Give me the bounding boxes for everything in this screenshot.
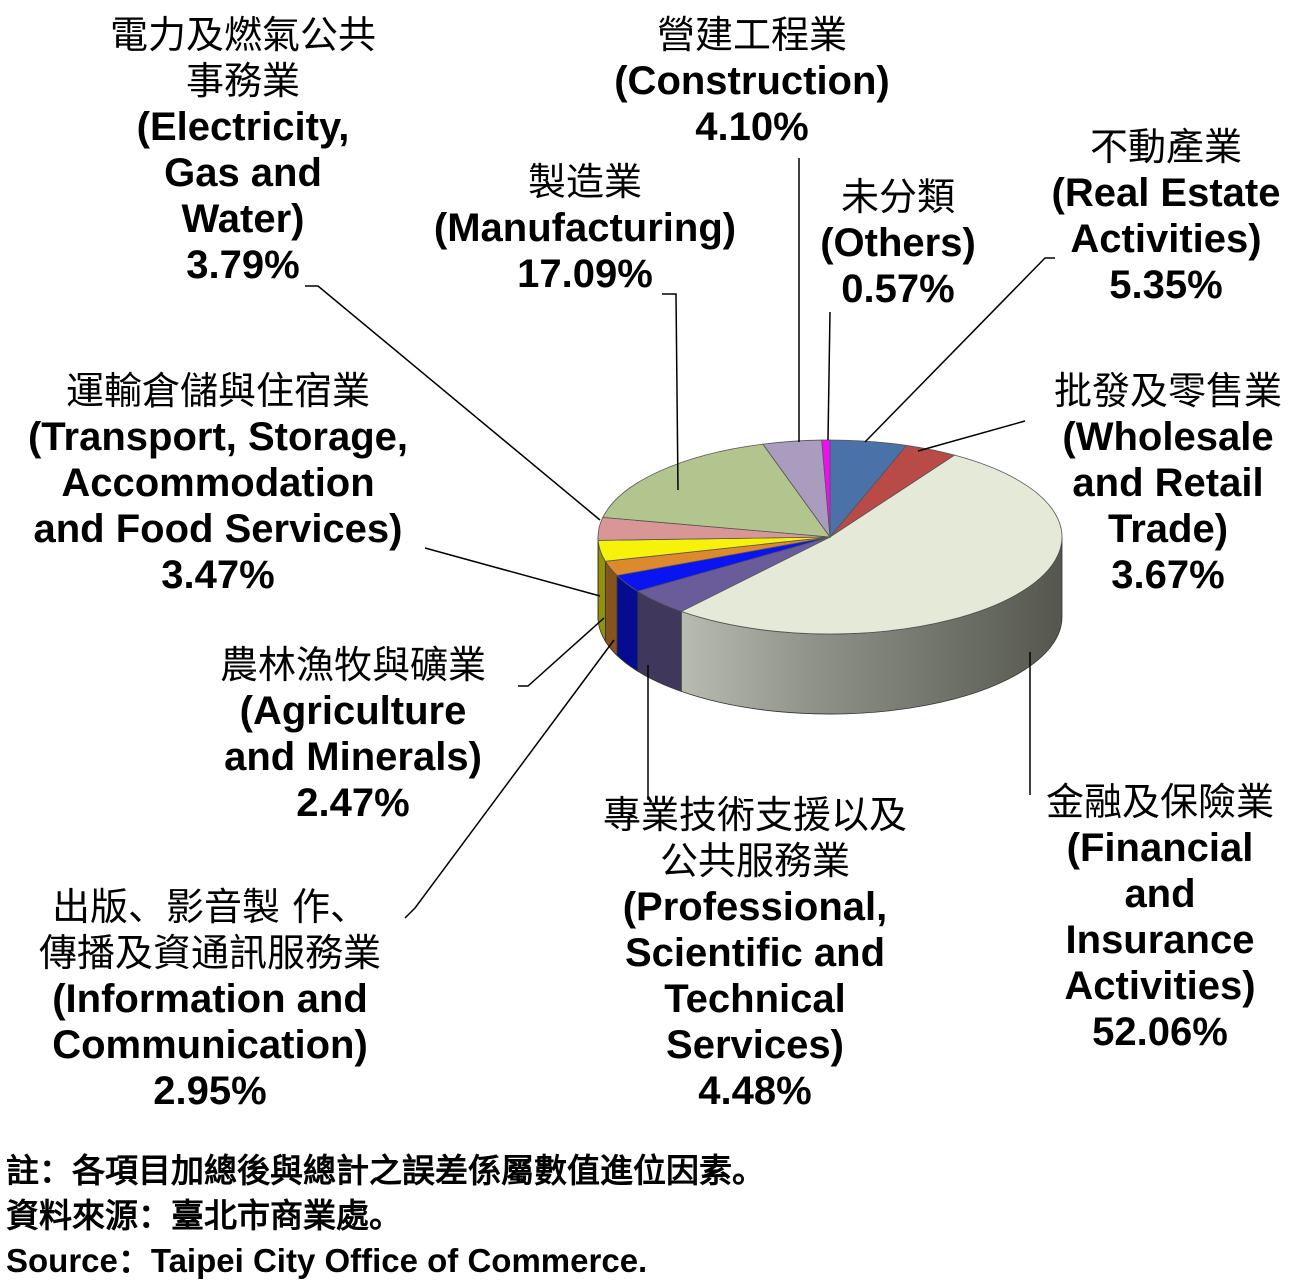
label-zh-real-estate: 不動產業: [1090, 125, 1242, 169]
label-en-real-estate: (Real Estate: [1052, 171, 1281, 215]
value-label-manufacturing: 17.09%: [517, 252, 653, 296]
label-en-agriculture: and Minerals): [224, 735, 482, 779]
label-en-manufacturing: (Manufacturing): [434, 206, 736, 250]
pie-side-information: [616, 574, 639, 672]
note-text: 註：各項目加總後與總計之誤差係屬數值進位因素。: [6, 1152, 765, 1189]
label-en-financial: and: [1124, 872, 1195, 916]
source-zh: 資料來源：臺北市商業處。: [6, 1197, 402, 1234]
label-en-real-estate: Activities): [1070, 217, 1261, 261]
value-label-construction: 4.10%: [695, 105, 808, 149]
label-zh-manufacturing: 製造業: [528, 160, 642, 204]
label-en-professional: Technical: [664, 977, 846, 1021]
label-electricity: 電力及燃氣公共事務業(Electricity, Gas and Water) 3.79…: [110, 13, 376, 287]
value-label-information: 2.95%: [153, 1069, 266, 1113]
leader-line-information: [404, 639, 615, 919]
value-label-financial: 52.06%: [1092, 1010, 1228, 1054]
label-zh-agriculture: 農林漁牧與礦業: [220, 643, 486, 687]
value-label-professional: 4.48%: [698, 1069, 811, 1113]
label-zh-financial: 金融及保險業: [1046, 780, 1274, 824]
label-en-agriculture: (Agriculture: [240, 689, 467, 733]
label-en-information: (Information and: [52, 977, 368, 1021]
label-zh-transport: 運輸倉儲與住宿業: [66, 369, 370, 413]
value-label-electricity: 3.79%: [186, 243, 299, 287]
label-zh-others: 未分類: [841, 175, 955, 219]
leader-line-agriculture: [518, 617, 605, 687]
leader-line-real-estate: [864, 257, 1055, 443]
label-zh-electricity: 電力及燃氣公共: [110, 13, 376, 57]
leader-line-wholesale: [917, 420, 1026, 452]
label-wholesale: 批發及零售業(Wholesale and Retail Trade) 3.67%: [1054, 369, 1282, 597]
label-en-construction: (Construction): [614, 59, 890, 103]
leader-line-transport: [424, 547, 601, 597]
label-information: 出版、影音製 作、傳播及資通訊服務業(Information and Commun…: [39, 885, 381, 1113]
label-en-transport: (Transport, Storage,: [28, 415, 408, 459]
value-label-transport: 3.47%: [161, 553, 274, 597]
value-label-wholesale: 3.67%: [1111, 553, 1224, 597]
label-manufacturing: 製造業(Manufacturing) 17.09%: [434, 160, 736, 296]
label-en-wholesale: Trade): [1108, 507, 1228, 551]
label-en-transport: and Food Services): [34, 507, 403, 551]
label-en-professional: Services): [666, 1023, 844, 1067]
label-en-financial: Activities): [1064, 964, 1255, 1008]
label-en-professional: Scientific and: [625, 931, 885, 975]
label-en-professional: (Professional,: [623, 885, 888, 929]
label-zh-information: 傳播及資通訊服務業: [39, 931, 381, 975]
label-zh-information: 出版、影音製 作、: [52, 885, 368, 929]
pie-side-agriculture: [604, 559, 618, 657]
pie-slice-manufacturing: [602, 443, 831, 538]
label-real-estate: 不動產業(Real Estate Activities) 5.35%: [1052, 125, 1281, 307]
label-en-wholesale: (Wholesale: [1062, 415, 1273, 459]
pie-slice-others: [821, 439, 831, 538]
footnotes: 註：各項目加總後與總計之誤差係屬數值進位因素。 資料來源：臺北市商業處。 Sou…: [6, 1148, 765, 1283]
value-label-others: 0.57%: [841, 267, 954, 311]
label-agriculture: 農林漁牧與礦業(Agriculture and Minerals) 2.47%: [220, 643, 486, 825]
label-en-electricity: Gas and: [164, 151, 322, 195]
label-en-electricity: (Electricity,: [137, 105, 350, 149]
label-en-wholesale: and Retail: [1072, 461, 1263, 505]
label-financial: 金融及保險業(Financial and Insurance Activities) 5…: [1046, 780, 1274, 1054]
leader-line-manufacturing: [662, 293, 679, 491]
value-label-real-estate: 5.35%: [1109, 263, 1222, 307]
label-others: 未分類(Others) 0.57%: [820, 175, 976, 311]
label-zh-construction: 營建工程業: [657, 13, 847, 57]
label-zh-professional: 公共服務業: [660, 839, 850, 883]
leader-line-others: [827, 311, 831, 441]
pie-slice-financial: [680, 454, 1063, 635]
label-en-financial: Insurance: [1066, 918, 1255, 962]
label-zh-professional: 專業技術支援以及: [603, 793, 907, 837]
label-en-financial: (Financial: [1067, 826, 1254, 870]
leader-line-electricity: [305, 285, 601, 521]
label-construction: 營建工程業(Construction) 4.10%: [614, 13, 890, 149]
label-en-others: (Others): [820, 221, 976, 265]
label-professional: 專業技術支援以及公共服務業(Professional, Scientific an…: [603, 793, 907, 1113]
value-label-agriculture: 2.47%: [296, 781, 409, 825]
source-en: Source：Taipei City Office of Commerce.: [6, 1242, 648, 1279]
label-zh-wholesale: 批發及零售業: [1054, 369, 1282, 413]
label-en-information: Communication): [52, 1023, 368, 1067]
label-zh-electricity: 事務業: [186, 59, 300, 103]
label-en-transport: Accommodation: [61, 461, 374, 505]
label-transport: 運輸倉儲與住宿業(Transport, Storage, Accommodatio…: [28, 369, 408, 597]
label-en-electricity: Water): [182, 197, 305, 241]
